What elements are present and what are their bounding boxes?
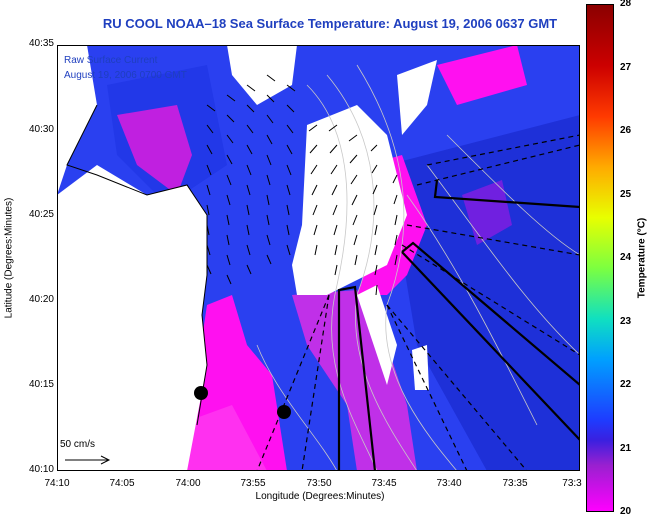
- colorbar-tick-label: 20: [620, 506, 632, 517]
- current-label: Raw Surface Current: [64, 55, 158, 66]
- y-tick-label: 40:10: [28, 464, 54, 475]
- colorbar-tick-label: 22: [620, 379, 632, 390]
- x-tick-label: 73:35: [502, 478, 528, 489]
- x-tick-label: 73:3: [562, 478, 582, 489]
- plot-frame: [57, 45, 580, 471]
- colorbar-label: Temperature (°C): [636, 217, 648, 299]
- cloud-mask-patch: [412, 345, 429, 390]
- land-west-a: [57, 45, 97, 195]
- colorbar-tick-label: 25: [620, 189, 632, 200]
- colorbar-tick-label: 27: [620, 62, 632, 73]
- sst-map: [57, 45, 580, 471]
- x-tick-label: 73:45: [371, 478, 397, 489]
- scale-arrow: [65, 455, 111, 465]
- land-north: [227, 45, 297, 105]
- cloud-mask-south: [357, 285, 397, 385]
- x-tick-label: 74:00: [175, 478, 201, 489]
- station-marker: [277, 405, 291, 419]
- x-tick-label: 73:55: [240, 478, 266, 489]
- x-tick-label: 73:40: [436, 478, 462, 489]
- y-tick-label: 40:35: [28, 38, 54, 49]
- surface-current-vectors: [206, 74, 398, 296]
- y-tick-label: 40:15: [28, 379, 54, 390]
- station-marker: [194, 386, 208, 400]
- colorbar-tick-label: 28: [620, 0, 632, 9]
- y-tick-label: 40:30: [28, 124, 54, 135]
- cloud-mask-center: [292, 105, 407, 295]
- bathymetry-contours: [256, 64, 580, 471]
- survey-boxes: [337, 179, 580, 471]
- warm-water-north: [437, 45, 527, 105]
- colorbar-tick-label: 23: [620, 316, 632, 327]
- cloud-mask-north: [397, 60, 437, 135]
- scale-label: 50 cm/s: [60, 439, 96, 450]
- colorbar-tick-label: 24: [620, 252, 632, 263]
- x-axis-label: Longitude (Degrees:Minutes): [255, 491, 385, 502]
- hf-radar-range-lines: [256, 134, 580, 471]
- y-axis-label: Latitude (Degrees:Minutes): [3, 197, 15, 319]
- x-tick-label: 74:05: [109, 478, 135, 489]
- temperature-colorbar: [586, 4, 614, 512]
- warm-water-southwest: [177, 405, 267, 471]
- x-tick-label: 73:50: [306, 478, 332, 489]
- coastline: [66, 104, 208, 426]
- map-title: RU COOL NOAA–18 Sea Surface Temperature:…: [102, 16, 558, 31]
- current-date-label: August 19, 2006 0700 GMT: [64, 70, 187, 81]
- land-nj-coast: [57, 165, 207, 471]
- colorbar-tick-label: 26: [620, 125, 632, 136]
- sst-map-canvas: [57, 45, 580, 471]
- y-tick-label: 40:20: [28, 294, 54, 305]
- colorbar-tick-label: 21: [620, 443, 632, 454]
- y-tick-label: 40:25: [28, 209, 54, 220]
- warm-water-bay: [117, 105, 192, 195]
- x-tick-label: 74:10: [44, 478, 70, 489]
